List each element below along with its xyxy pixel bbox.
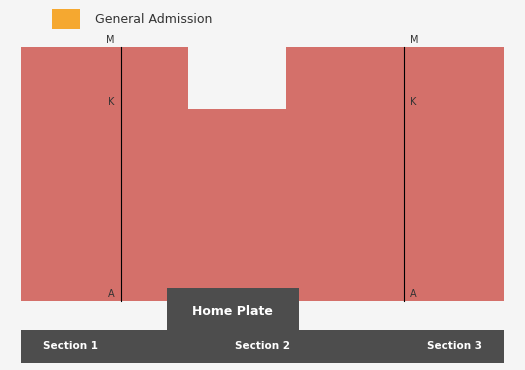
Text: A: A [410,289,417,299]
Text: K: K [410,97,416,107]
Bar [404,330,505,363]
Text: A: A [108,289,115,299]
Bar [20,47,121,301]
Text: K: K [109,97,115,107]
Text: Section 3: Section 3 [427,342,481,351]
Text: General Admission: General Admission [96,13,213,26]
Bar [51,9,80,29]
Bar [121,330,404,363]
Text: Section 1: Section 1 [44,342,98,351]
Bar [121,109,404,301]
Bar [20,330,121,363]
Bar [404,47,505,301]
Text: M: M [107,36,115,46]
Bar [167,288,299,334]
Text: Home Plate: Home Plate [193,305,274,317]
Text: Section 2: Section 2 [235,342,290,351]
Text: M: M [410,36,418,46]
Bar [286,47,404,109]
Bar [121,47,188,109]
